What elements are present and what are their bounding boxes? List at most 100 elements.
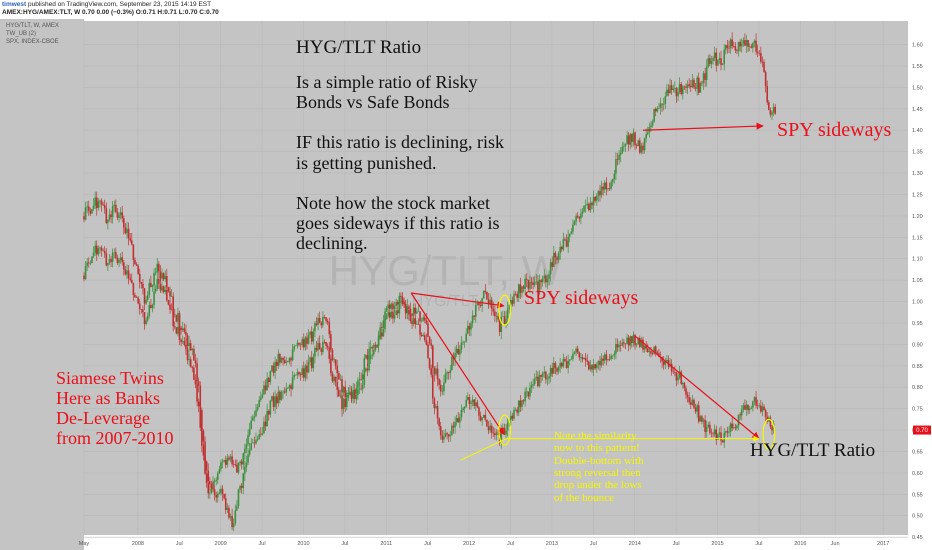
hyg-tlt-candle — [584, 357, 587, 361]
legend-study[interactable]: TW_UB (2) — [6, 31, 36, 37]
spx-candle — [404, 304, 407, 313]
hyg-tlt-candle — [358, 388, 361, 390]
hyg-tlt-candle — [537, 376, 539, 387]
grid-lines — [83, 21, 908, 538]
spx-candle — [384, 319, 386, 330]
spx-candle — [737, 41, 740, 52]
hyg-tlt-candle — [521, 400, 523, 407]
spx-candle — [431, 345, 434, 369]
spx-candle — [124, 227, 127, 234]
spx-candle — [653, 108, 655, 122]
spx-candle — [651, 121, 654, 126]
hyg-tlt-candle — [519, 400, 522, 407]
spx-candle — [462, 341, 464, 343]
spx-candle — [328, 347, 331, 359]
hyg-tlt-candle — [272, 365, 275, 373]
hyg-tlt-candle — [551, 367, 554, 374]
spx-candle — [325, 341, 327, 346]
spx-candle — [524, 278, 526, 289]
spx-candle — [494, 311, 496, 317]
hyg-tlt-candle — [525, 391, 528, 393]
legend-index[interactable]: SPX, INDEX-CBOE — [6, 39, 59, 45]
spx-candle — [718, 58, 721, 60]
hyg-tlt-candle — [146, 316, 149, 321]
spx-candle — [353, 389, 356, 394]
hyg-tlt-candle — [330, 334, 332, 350]
hyg-tlt-candle — [317, 317, 319, 325]
hyg-tlt-candle — [715, 429, 718, 440]
spx-candle — [373, 344, 375, 348]
hyg-tlt-candle — [427, 344, 429, 359]
spx-candle — [266, 411, 268, 427]
hyg-tlt-candle — [572, 353, 574, 359]
publisher-name[interactable]: timwest — [2, 1, 27, 8]
hyg-tlt-candle — [154, 289, 157, 292]
spx-candle — [747, 39, 749, 47]
spx-candle — [382, 329, 385, 337]
hyg-tlt-candle — [323, 317, 326, 318]
hyg-tlt-candle — [148, 305, 151, 317]
hyg-tlt-candle — [731, 423, 733, 429]
spx-candle — [752, 42, 754, 48]
time-tick-label: 2014 — [629, 541, 641, 547]
hyg-tlt-candle — [435, 406, 437, 409]
hyg-tlt-candle — [753, 397, 756, 402]
spx-candle — [702, 73, 705, 84]
spx-candle — [696, 77, 698, 89]
hyg-tlt-candle — [95, 245, 98, 255]
hyg-tlt-candle — [666, 359, 668, 362]
hyg-tlt-candle — [691, 399, 694, 405]
hyg-tlt-candle — [140, 309, 143, 310]
spx-candle — [573, 221, 576, 225]
spx-candle — [102, 204, 104, 206]
spx-candle — [510, 299, 512, 306]
spx-candle — [134, 259, 136, 265]
hyg-tlt-candle — [431, 374, 434, 399]
time-tick-label: 2013 — [546, 541, 558, 547]
spx-candle — [111, 205, 114, 218]
spx-candle — [360, 379, 362, 380]
hyg-tlt-candle — [736, 425, 738, 429]
hyg-tlt-candle — [627, 337, 630, 346]
hyg-tlt-candle — [672, 371, 675, 373]
hyg-tlt-candle — [744, 405, 746, 410]
hyg-tlt-candle — [662, 361, 665, 365]
hyg-tlt-candle — [309, 331, 311, 336]
spx-candle — [255, 439, 257, 444]
quote-line: AMEX:HYG/AMEX:TLT, W 0.70 0.00 (−0.3%) O… — [2, 9, 219, 16]
hyg-tlt-candle — [589, 365, 592, 370]
hyg-tlt-candle — [275, 361, 278, 366]
time-tick-label: 2008 — [132, 541, 144, 547]
spx-candle — [107, 219, 109, 224]
spx-candle — [365, 355, 367, 359]
spx-candle — [392, 311, 394, 319]
spx-candle — [686, 84, 689, 88]
legend-symbol[interactable]: HYG/TLT, W, AMEX — [6, 23, 59, 29]
spx-candle — [154, 272, 157, 274]
yellow-highlight-circle — [498, 414, 512, 446]
hyg-tlt-candle — [443, 436, 445, 440]
spx-candle — [455, 348, 458, 354]
hyg-tlt-candle — [712, 433, 714, 435]
hyg-tlt-candle — [326, 320, 329, 323]
hyg-tlt-candle — [602, 358, 604, 361]
spx-candle — [744, 40, 746, 46]
hyg-tlt-candle — [245, 444, 248, 449]
hyg-tlt-candle — [645, 345, 647, 349]
hyg-tlt-candle — [252, 417, 254, 421]
spx-candle — [204, 441, 206, 462]
spx-candle — [411, 313, 413, 316]
spx-candle — [710, 60, 713, 64]
hyg-tlt-candle — [150, 305, 152, 309]
hyg-tlt-candle — [285, 361, 288, 363]
red-trend-line — [411, 292, 505, 309]
hyg-tlt-candle — [447, 434, 450, 437]
hyg-tlt-candle — [299, 344, 302, 346]
hyg-tlt-candle — [554, 362, 557, 369]
hyg-tlt-candle — [605, 354, 608, 360]
spx-candle — [191, 348, 194, 351]
hyg-tlt-candle — [385, 308, 388, 312]
hyg-tlt-candle — [503, 428, 506, 435]
spx-candle — [244, 466, 246, 474]
